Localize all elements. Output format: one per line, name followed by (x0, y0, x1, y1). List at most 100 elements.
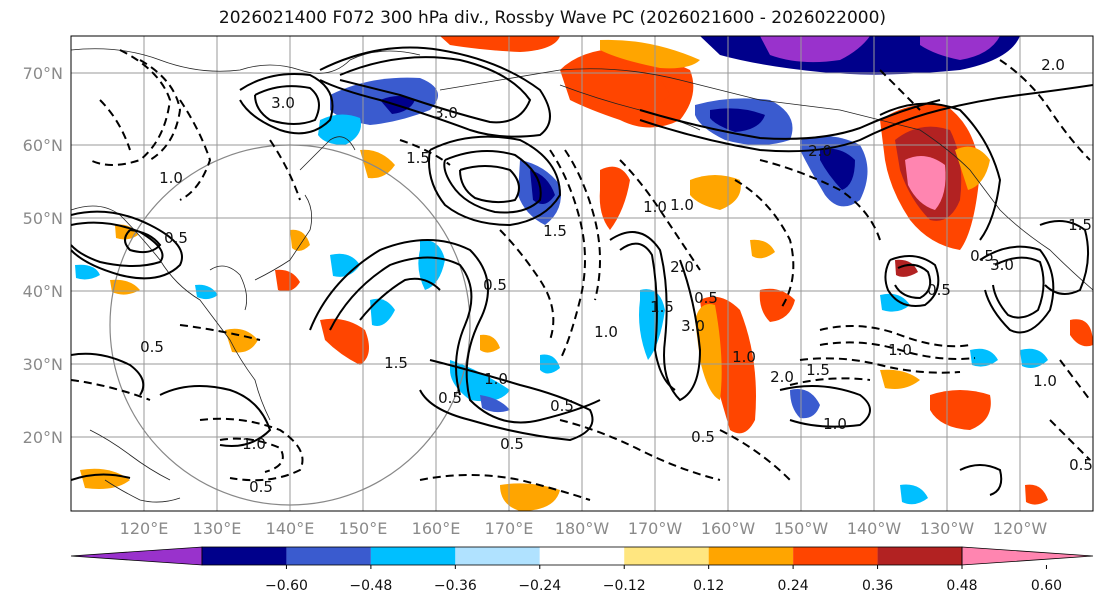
longitude-label: 150°E (339, 519, 388, 538)
contour-label: 2.0 (1041, 56, 1065, 74)
longitude-label: 130°W (920, 519, 975, 538)
colorbar-label: −0.36 (434, 578, 477, 594)
colorbar-label: 0.48 (946, 578, 977, 594)
colorbar-swatch (877, 547, 962, 565)
colorbar-label: −0.60 (265, 578, 308, 594)
map-content (71, 36, 1093, 511)
latitude-labels: 70°N 60°N 50°N 40°N 30°N 20°N (23, 64, 63, 447)
contours-negative (71, 49, 1091, 501)
contour-label: 0.5 (483, 276, 507, 294)
shade-region (1020, 348, 1048, 368)
colorbar-swatch (539, 547, 625, 565)
shade-region (418, 239, 445, 290)
shade-region (880, 293, 910, 312)
shade-region (290, 229, 310, 251)
contour-labels: 3.0 3.0 1.5 1.0 0.5 0.5 1.5 1.0 0.5 0.5 0.5 1.0 0.5 1… (140, 56, 1093, 496)
longitude-label: 160°W (701, 519, 756, 538)
latitude-label: 70°N (23, 64, 63, 83)
longitude-label: 120°E (120, 519, 169, 538)
shade-region (760, 36, 870, 63)
shade-region (1070, 319, 1093, 347)
shade-region (275, 269, 300, 292)
shade-region (80, 468, 130, 489)
longitude-label: 170°E (485, 519, 534, 538)
contour-label: 1.5 (543, 222, 567, 240)
contours-positive (71, 46, 1093, 496)
contour-label: 3.0 (990, 256, 1014, 274)
latitude-label: 20°N (23, 428, 63, 447)
colorbar-swatch (370, 547, 456, 565)
contour-label: 3.0 (271, 94, 295, 112)
contour-label: 1.0 (1033, 372, 1057, 390)
longitude-label: 120°W (993, 519, 1048, 538)
contour-label: 0.5 (500, 435, 524, 453)
shade-region (360, 149, 395, 179)
shade-region (600, 39, 700, 69)
longitude-label: 180°W (555, 519, 610, 538)
shade-region (970, 348, 998, 367)
shade-region (900, 484, 928, 505)
plot-frame (70, 35, 1094, 512)
colorbar-swatch (708, 547, 794, 565)
shade-region (920, 36, 1000, 60)
contour-label: 0.5 (164, 229, 188, 247)
shade-region (695, 304, 722, 400)
shade-region (790, 389, 820, 419)
contour-label: 1.5 (406, 149, 430, 167)
contour-label: 1.0 (823, 415, 847, 433)
colorbar-label: −0.24 (518, 578, 561, 594)
colorbar-extend-min (70, 546, 203, 566)
contour-label: 3.0 (434, 104, 458, 122)
contour-label: 1.0 (888, 341, 912, 359)
colorbar-swatch (286, 547, 371, 565)
contour-label: 0.5 (970, 247, 994, 265)
contour-label: 1.5 (384, 354, 408, 372)
shade-region (320, 318, 369, 365)
contour-label: 2.0 (670, 258, 694, 276)
contour-label: 1.0 (484, 370, 508, 388)
latitude-label: 40°N (23, 282, 63, 301)
longitude-label: 160°E (412, 519, 461, 538)
shade-region (820, 148, 855, 190)
shade-region (599, 166, 630, 230)
colorbar-label: 0.60 (1031, 578, 1062, 594)
shade-region (75, 264, 100, 280)
contour-label: 0.5 (694, 289, 718, 307)
contour-label: 0.5 (1069, 456, 1093, 474)
contour-label: 3.0 (681, 317, 705, 335)
latitude-label: 50°N (23, 209, 63, 228)
shade-region (880, 369, 920, 389)
shade-region (115, 224, 138, 240)
longitude-labels: 120°E 130°E 140°E 150°E 160°E 170°E 180°W 170°W… (120, 519, 1048, 538)
contour-label: 0.5 (140, 338, 164, 356)
shade-region (905, 156, 946, 210)
colorbar-swatch (202, 547, 287, 565)
colorbar (70, 546, 1094, 566)
longitude-label: 130°E (193, 519, 242, 538)
shade-region (480, 334, 500, 353)
contour-label: 2.0 (808, 142, 832, 160)
latitude-label: 60°N (23, 136, 63, 155)
contour-label: 1.0 (643, 198, 667, 216)
contour-label: 1.0 (670, 196, 694, 214)
contour-label: 1.0 (732, 348, 756, 366)
colorbar-label: 0.12 (693, 578, 724, 594)
shade-region (1025, 484, 1048, 505)
shade-region (710, 108, 765, 132)
contour-label: 1.0 (159, 169, 183, 187)
colorbar-swatch (624, 547, 709, 565)
shade-region (530, 170, 555, 204)
colorbar-frame (201, 546, 963, 566)
shade-region (639, 289, 665, 360)
contour-label: 0.5 (438, 389, 462, 407)
colorbar-swatch (793, 547, 878, 565)
colorbar-label: −0.48 (349, 578, 392, 594)
shade-region (500, 483, 560, 511)
shade-region (370, 298, 395, 326)
contour-label: 1.5 (806, 361, 830, 379)
shade-region (195, 284, 218, 300)
latitude-label: 30°N (23, 355, 63, 374)
coastlines (71, 48, 1093, 503)
contour-label: 2.0 (770, 368, 794, 386)
